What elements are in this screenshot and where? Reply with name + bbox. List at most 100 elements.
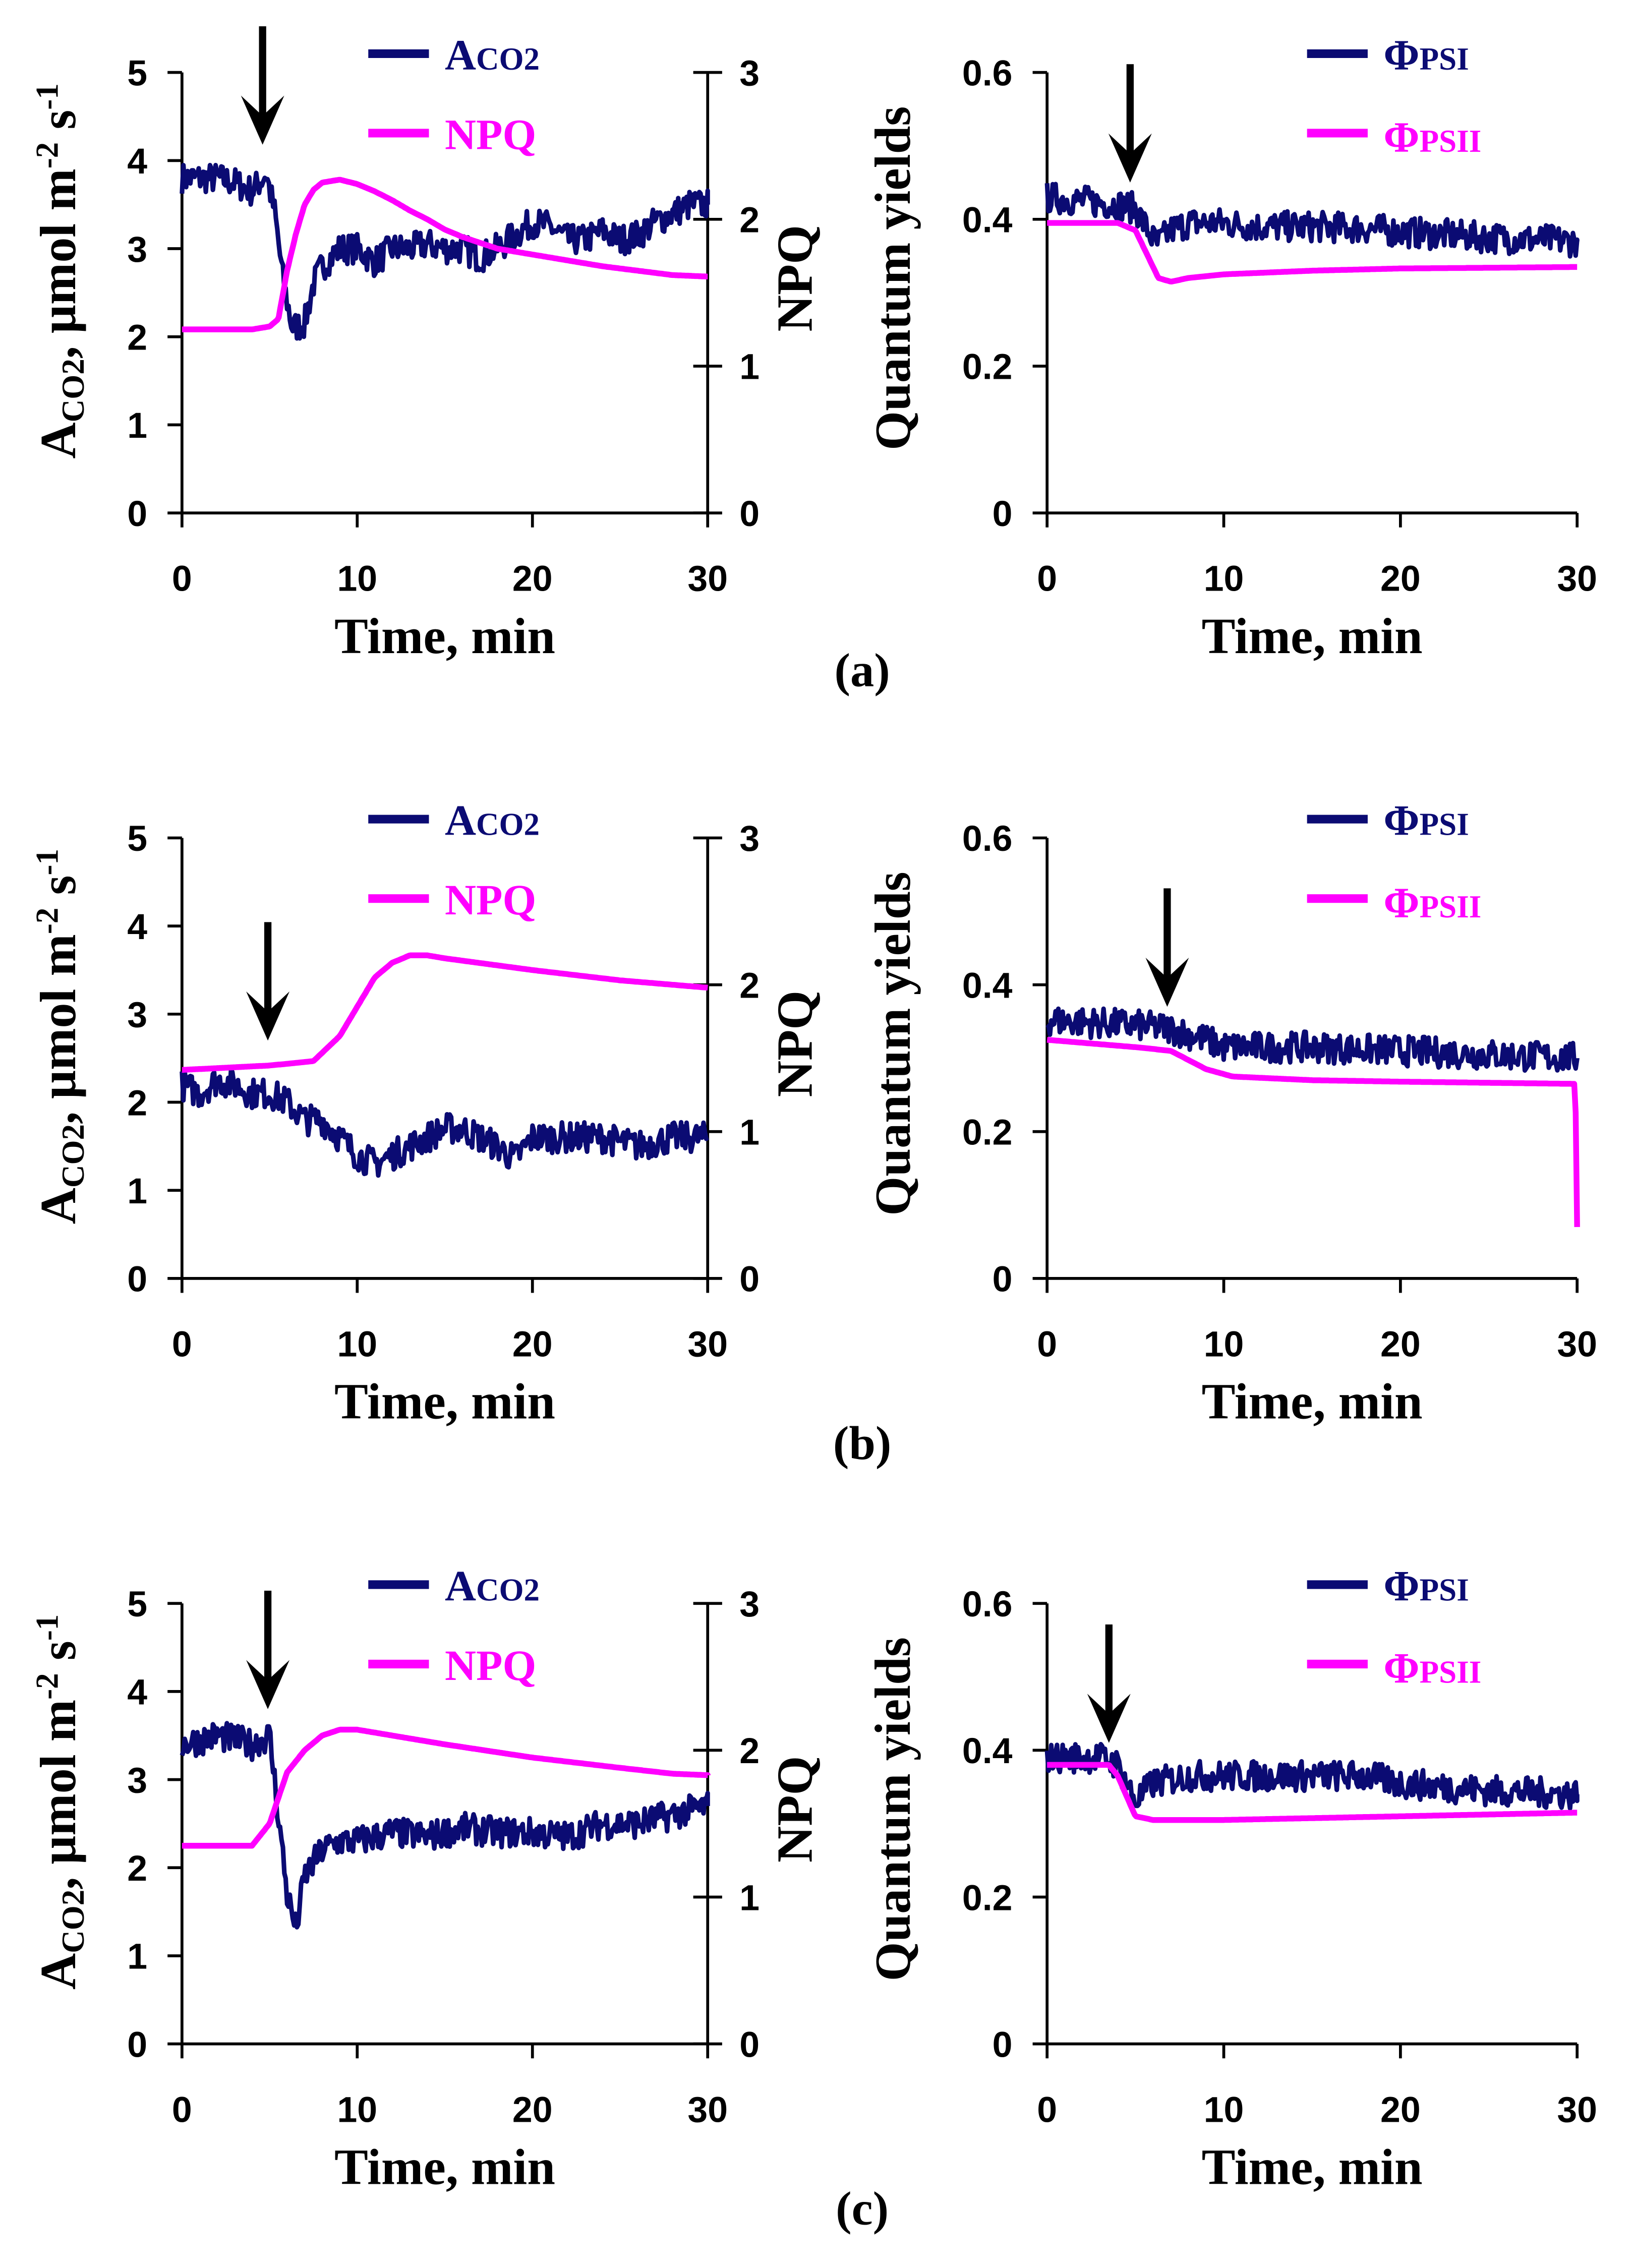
x-tick-label: 30 [687,559,728,599]
y2-tick-label: 3 [739,53,760,93]
legend-label: NPQ [445,876,536,924]
y-title-main: A [30,1953,86,1990]
y-tick-label: 2 [127,318,147,358]
y-tick-label: 3 [127,1760,147,1800]
x-tick-label: 10 [1204,2089,1244,2130]
y-tick-label: 0.4 [962,1731,1013,1771]
y-tick-label: 0.6 [962,1584,1013,1624]
x-tick-label: 30 [1557,2089,1597,2130]
y-title-sup2: -1 [30,849,65,875]
series-line-NPQ [180,177,710,332]
x-tick-label: 10 [1204,1324,1244,1365]
x-tick-label: 10 [1204,559,1244,599]
x-axis-title: Time, min [1202,2139,1423,2195]
y-axis-title: Quantum yields [865,106,921,450]
y-tick-label: 5 [127,1584,147,1624]
series-line-PSII-psii [1045,1762,1579,1823]
y-tick-label: 3 [127,229,147,270]
y-title-mid: s [30,1641,86,1673]
x-axis-title: Time, min [334,2139,555,2195]
y-title-rest: , μmol m [30,1700,86,1890]
y-tick-label: 0.6 [962,53,1013,93]
arrow-down-icon [246,991,290,1041]
series-line-NPQ [180,1726,711,1849]
series-line-ACO2 [180,1067,710,1178]
x-tick-label: 30 [1557,1324,1597,1365]
legend-label: ACO2 [445,796,540,845]
series-line-PSII-psii [1045,220,1579,285]
y-tick-label: 0 [127,2024,147,2065]
x-tick-label: 20 [512,1324,553,1365]
arrow-down-icon [1087,1694,1131,1743]
legend-label-main: A [445,796,476,845]
arrow-down-icon [241,95,284,145]
y-tick-label: 5 [127,819,147,859]
y-tick-label: 0.2 [962,1113,1013,1153]
y-tick-label: 0 [993,2024,1013,2065]
legend-label-main: NPQ [445,110,536,158]
x-axis-title: Time, min [334,608,555,664]
panel-label-a: (a) [835,645,890,697]
y-tick-label: 0.4 [962,200,1013,241]
y-title-sub: CO2 [55,359,91,422]
x-axis-title: Time, min [1202,608,1423,664]
legend-label: ΦPSII [1383,1644,1481,1693]
y-tick-label: 0 [127,494,147,534]
y2-tick-label: 0 [739,494,760,534]
series-line-PSII-psii [1045,1037,1580,1227]
legend-label-main: Φ [1383,796,1419,845]
y-tick-label: 2 [127,1848,147,1889]
y-title-main: A [30,422,86,458]
chart-panel-b-right: 0 10 20 30 0 0.2 0.4 0.6 Time, min Quantum yields… [865,796,1597,1430]
legend-label-sub: PSII [1420,1655,1482,1690]
y-tick-label: 1 [127,1937,147,1977]
y-axis-title: ACO2, μmol m-2 s-1 [30,849,91,1224]
y-title-rest: , μmol m [30,168,86,359]
y2-tick-label: 2 [739,965,760,1006]
y2-tick-label: 3 [739,1584,760,1624]
x-tick-label: 0 [172,2089,192,2130]
legend-label: NPQ [445,1641,536,1690]
y-tick-label: 0.4 [962,965,1013,1006]
legend-label-main: A [445,31,476,79]
y-axis-title: ACO2, μmol m-2 s-1 [30,1614,91,1990]
y-axis-title: Quantum yields [865,1637,921,1981]
y2-tick-label: 3 [739,819,760,859]
y-tick-label: 4 [127,1672,147,1713]
y-title-mid: s [30,876,86,908]
panel-label-c: (c) [836,2183,889,2235]
legend-label-main: NPQ [445,1641,536,1690]
y-tick-label: 4 [127,141,147,182]
legend-label: ΦPSII [1383,879,1481,927]
x-axis-title: Time, min [334,1374,555,1430]
legend-label-main: NPQ [445,876,536,924]
legend-label-sub: CO2 [476,807,540,842]
series-line-NPQ [180,952,710,1073]
series-line-PSI-psi [1044,1741,1580,1811]
legend-label-main: Φ [1383,31,1419,79]
y-title-main: A [30,1188,86,1224]
y-tick-label: 0.6 [962,819,1013,859]
y-title-sup2: -1 [30,83,65,109]
y2-tick-label: 0 [739,2024,760,2065]
x-axis-title: Time, min [1202,1374,1423,1430]
y-axis-title: ACO2, μmol m-2 s-1 [30,83,91,458]
legend-label-main: Φ [1383,1644,1419,1693]
y2-tick-label: 1 [739,1113,760,1153]
y-tick-label: 2 [127,1083,147,1123]
x-tick-label: 0 [1037,1324,1057,1365]
arrow-down-icon [246,1660,290,1709]
legend-label-sub: CO2 [476,41,540,77]
y-title-sup1: -2 [30,142,65,168]
chart-panel-c-right: 0 10 20 30 0 0.2 0.4 0.6 Time, min Quantum yields… [865,1561,1597,2195]
legend-label-sub: CO2 [476,1572,540,1607]
series-line-ACO2 [180,162,710,341]
y2-tick-label: 2 [739,1731,760,1771]
series-line-PSI-psi [1045,1006,1580,1073]
y2-tick-label: 1 [739,1878,760,1918]
y-tick-label: 3 [127,995,147,1035]
chart-panel-a-right: 0 10 20 30 0 0.2 0.4 0.6 Time, min Quantum yields… [865,31,1597,664]
x-tick-label: 20 [512,559,553,599]
